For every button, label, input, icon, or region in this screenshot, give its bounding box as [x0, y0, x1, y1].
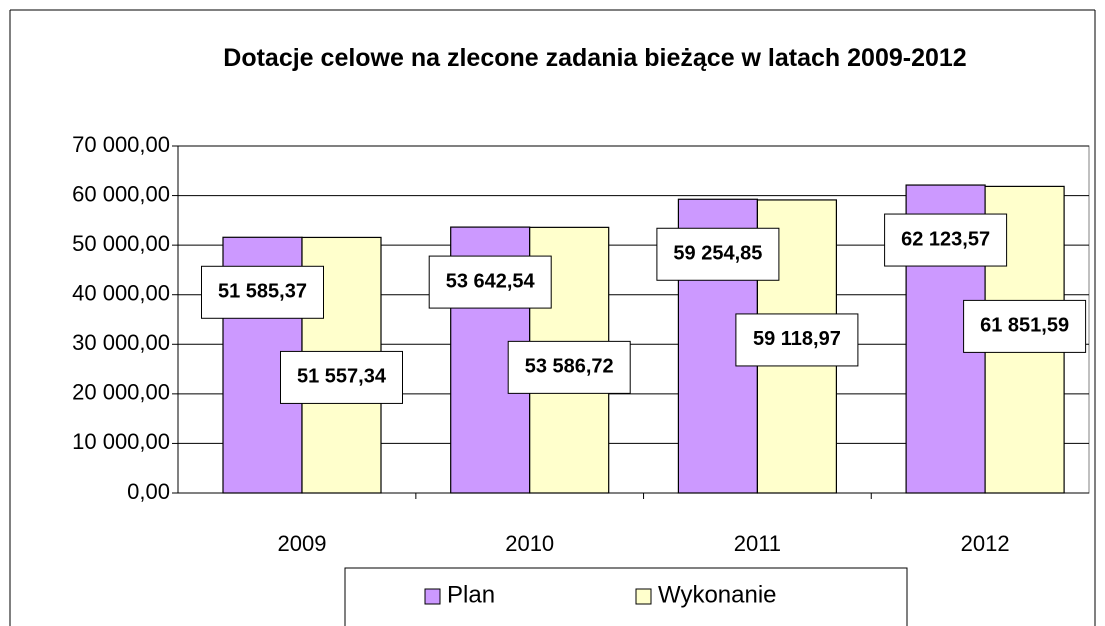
y-tick-label: 50 000,00 — [72, 231, 170, 256]
data-label: 53 642,54 — [446, 270, 536, 292]
legend-swatch — [424, 588, 441, 605]
y-tick-label: 70 000,00 — [72, 132, 170, 157]
chart-title: Dotacje celowe na zlecone zadania bieżąc… — [223, 44, 967, 72]
data-label-box — [428, 255, 552, 309]
legend-label: Plan — [447, 581, 495, 608]
data-label: 53 586,72 — [525, 356, 614, 378]
data-label: 51 585,37 — [218, 281, 307, 303]
data-label: 61 851,59 — [980, 315, 1069, 337]
data-label: 59 254,85 — [673, 243, 762, 265]
x-tick-label: 2012 — [961, 531, 1010, 556]
y-tick-label: 30 000,00 — [72, 330, 170, 355]
y-tick-label: 10 000,00 — [72, 429, 170, 454]
data-label-box — [963, 299, 1087, 353]
data-label-box — [507, 340, 631, 394]
data-label-box — [201, 265, 324, 319]
data-label: 51 557,34 — [297, 366, 387, 388]
data-label: 59 118,97 — [753, 328, 841, 350]
legend-label: Wykonanie — [658, 581, 777, 608]
x-tick-label: 2010 — [505, 531, 554, 556]
y-tick-label: 20 000,00 — [72, 380, 170, 405]
y-tick-label: 60 000,00 — [72, 181, 170, 206]
data-label-box — [656, 227, 780, 281]
legend-swatch — [635, 588, 652, 605]
data-label-box — [735, 313, 859, 367]
y-tick-label: 40 000,00 — [72, 281, 170, 306]
data-label: 62 123,57 — [901, 228, 990, 250]
y-tick-label: 0,00 — [127, 479, 170, 504]
x-tick-label: 2011 — [734, 531, 781, 556]
x-tick-label: 2009 — [278, 531, 327, 556]
data-label-box — [884, 213, 1008, 267]
data-label-box — [280, 350, 403, 404]
